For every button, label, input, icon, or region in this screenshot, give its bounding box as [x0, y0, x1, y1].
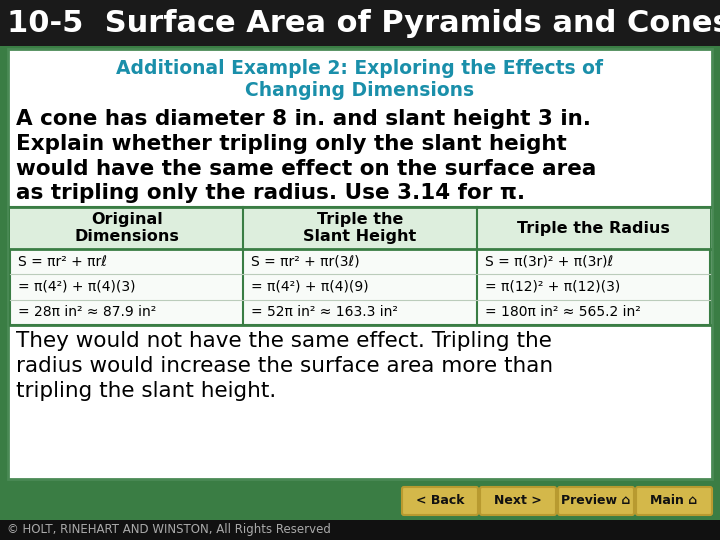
Bar — [10, 207, 710, 325]
Text: S = πr² + πr(3ℓ): S = πr² + πr(3ℓ) — [251, 255, 360, 269]
Text: Triple the
Slant Height: Triple the Slant Height — [303, 212, 417, 244]
Text: = 52π in² ≈ 163.3 in²: = 52π in² ≈ 163.3 in² — [251, 305, 398, 319]
Text: < Back: < Back — [415, 495, 464, 508]
Text: 10-5  Surface Area of Pyramids and Cones: 10-5 Surface Area of Pyramids and Cones — [7, 9, 720, 37]
Text: = π(12)² + π(12)(3): = π(12)² + π(12)(3) — [485, 280, 620, 294]
Text: S = πr² + πrℓ: S = πr² + πrℓ — [18, 255, 107, 269]
Text: Additional Example 2: Exploring the Effects of
Changing Dimensions: Additional Example 2: Exploring the Effe… — [117, 59, 603, 100]
FancyBboxPatch shape — [558, 487, 634, 515]
Text: = 180π in² ≈ 565.2 in²: = 180π in² ≈ 565.2 in² — [485, 305, 640, 319]
Bar — [10, 207, 710, 249]
Bar — [0, 520, 720, 540]
Text: Triple the Radius: Triple the Radius — [517, 220, 670, 235]
Text: S = π(3r)² + π(3r)ℓ: S = π(3r)² + π(3r)ℓ — [485, 255, 613, 269]
Text: Next >: Next > — [494, 495, 542, 508]
Text: = π(4²) + π(4)(9): = π(4²) + π(4)(9) — [251, 280, 369, 294]
Text: They would not have the same effect. Tripling the
radius would increase the surf: They would not have the same effect. Tri… — [16, 331, 553, 401]
Bar — [0, 482, 720, 520]
FancyBboxPatch shape — [402, 487, 478, 515]
Text: Original
Dimensions: Original Dimensions — [74, 212, 179, 244]
Text: Main ⌂: Main ⌂ — [650, 495, 698, 508]
Bar — [0, 0, 720, 46]
FancyBboxPatch shape — [480, 487, 556, 515]
Text: © HOLT, RINEHART AND WINSTON, All Rights Reserved: © HOLT, RINEHART AND WINSTON, All Rights… — [7, 523, 331, 537]
Text: A cone has diameter 8 in. and slant height 3 in.
Explain whether tripling only t: A cone has diameter 8 in. and slant heig… — [16, 109, 596, 204]
FancyBboxPatch shape — [636, 487, 712, 515]
Text: = 28π in² ≈ 87.9 in²: = 28π in² ≈ 87.9 in² — [18, 305, 156, 319]
Text: Preview ⌂: Preview ⌂ — [562, 495, 631, 508]
Bar — [8, 49, 712, 479]
Text: = π(4²) + π(4)(3): = π(4²) + π(4)(3) — [18, 280, 135, 294]
